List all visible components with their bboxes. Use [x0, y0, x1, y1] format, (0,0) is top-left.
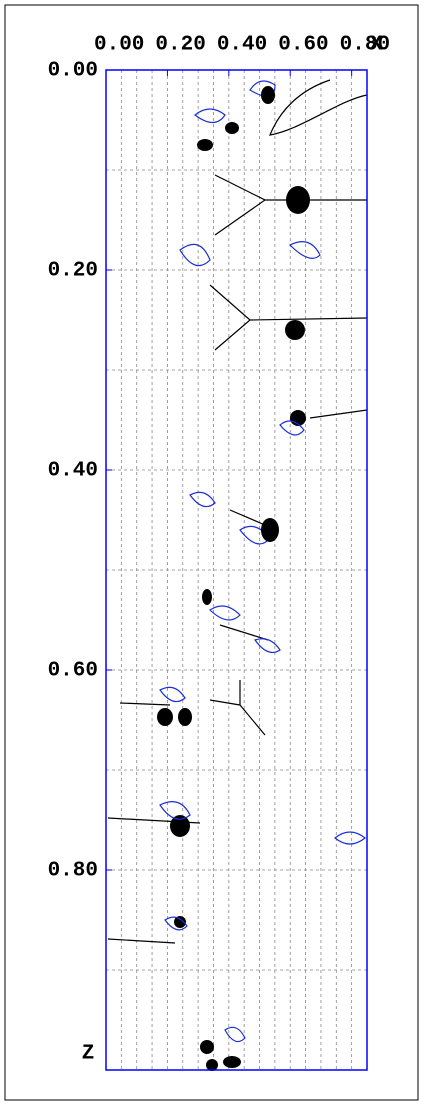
contour	[107, 938, 176, 944]
plot-frame	[105, 69, 368, 1071]
contour	[170, 815, 190, 837]
contour	[159, 801, 366, 845]
contour	[309, 409, 368, 419]
contour	[178, 708, 192, 726]
x-tick-label: 0.40	[217, 34, 267, 57]
contour	[179, 241, 321, 267]
y-tick-label: 0.80	[48, 860, 98, 883]
contour	[269, 79, 368, 136]
contour	[164, 916, 188, 931]
contour	[206, 1059, 218, 1071]
contour	[174, 916, 186, 928]
contour	[279, 420, 305, 436]
contour	[223, 1056, 241, 1068]
contour	[189, 491, 271, 545]
contour	[209, 605, 281, 653]
contour	[229, 509, 266, 526]
x-tick-label: 0.20	[155, 34, 205, 57]
contour	[286, 186, 310, 214]
contour	[200, 1040, 214, 1054]
y-axis-label: Z	[82, 1043, 95, 1066]
contour	[197, 139, 213, 151]
contour	[119, 680, 266, 736]
contour	[209, 284, 368, 351]
contour-layer	[107, 79, 368, 1071]
contour	[159, 686, 186, 703]
contour	[214, 174, 367, 236]
x-tick-label: 0.60	[278, 34, 328, 57]
y-tick-label: 0.00	[48, 60, 98, 83]
x-tick-label: 0.00	[94, 34, 144, 57]
y-tick-label: 0.60	[48, 660, 98, 683]
x-axis-label: X	[370, 34, 383, 57]
contour	[224, 1026, 246, 1043]
contour	[157, 708, 173, 726]
contour	[261, 518, 279, 542]
y-tick-label: 0.20	[48, 260, 98, 283]
contour	[225, 122, 239, 134]
outer-border	[4, 4, 419, 1101]
x-tick-label: 0.80	[340, 34, 390, 57]
contour	[261, 86, 275, 104]
contour	[219, 624, 269, 641]
contour	[202, 589, 212, 605]
y-tick-label: 0.40	[48, 460, 98, 483]
contour	[194, 80, 276, 124]
contour	[285, 320, 305, 340]
